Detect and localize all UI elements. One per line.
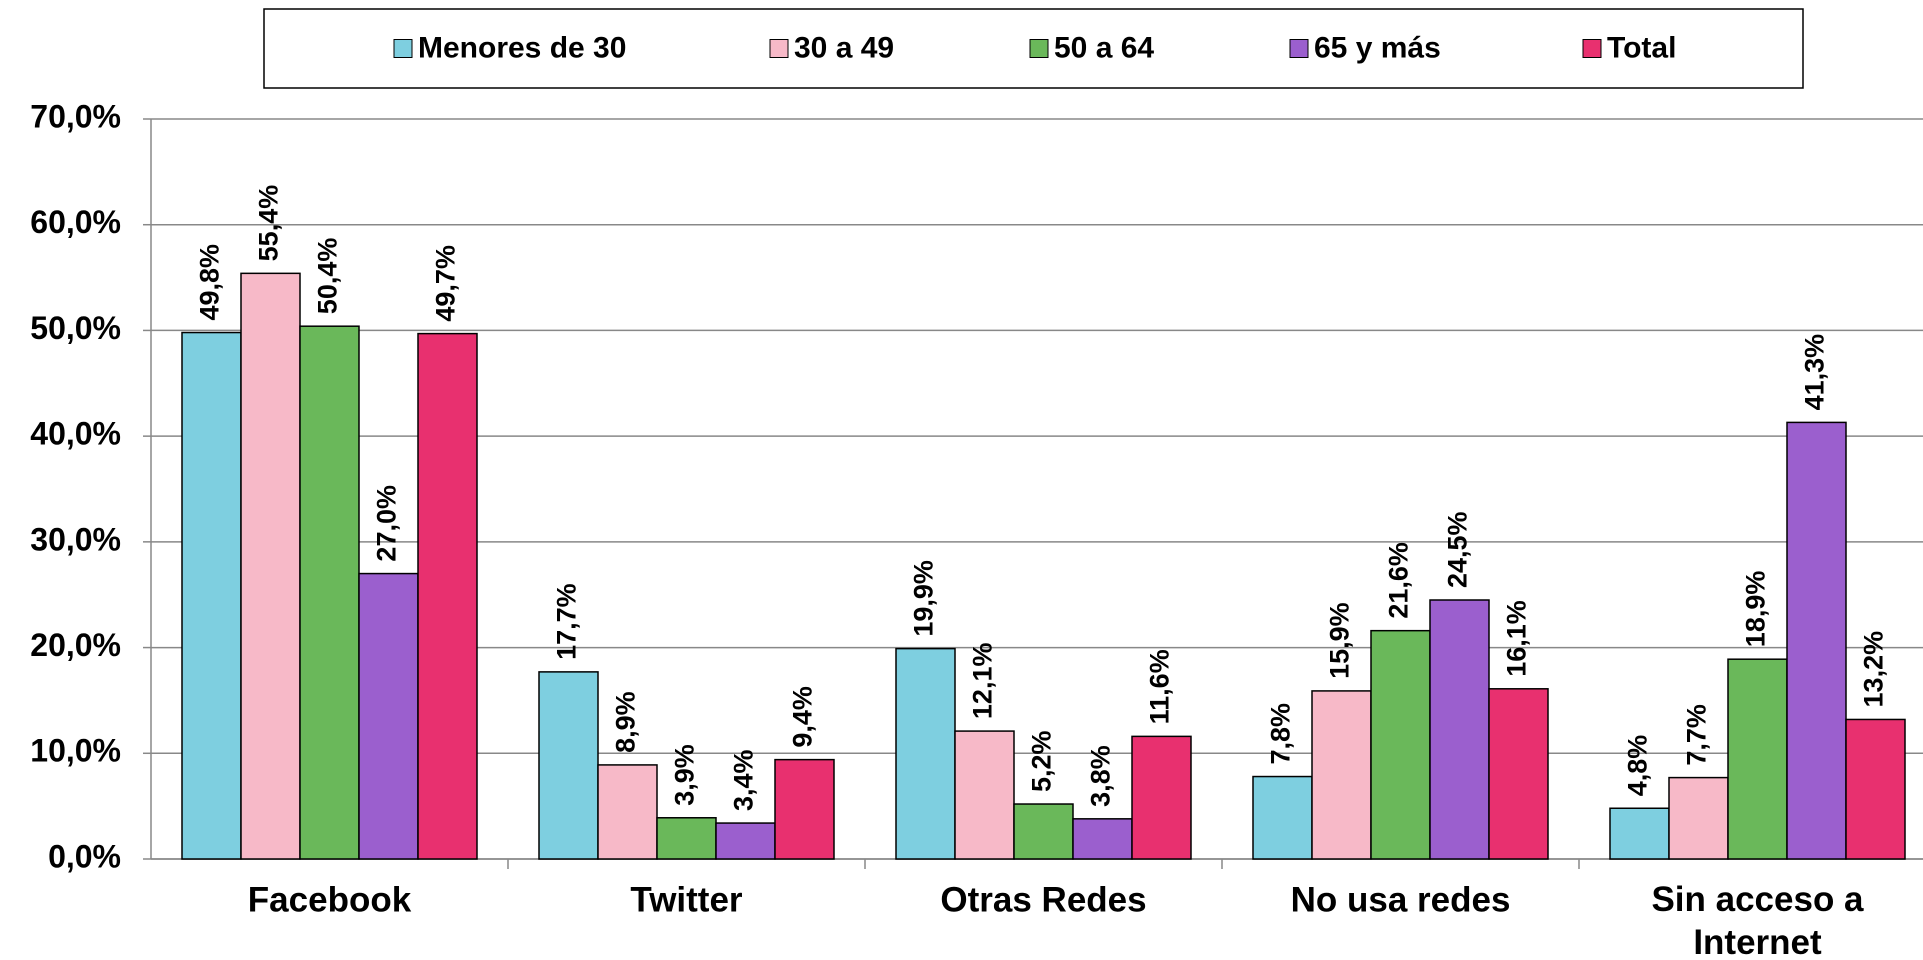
legend-label: Total: [1607, 31, 1676, 64]
bar: [1429, 599, 1490, 860]
data-label: 3,4%: [729, 750, 759, 812]
legend-label: Menores de 30: [418, 31, 626, 64]
x-tick-label: Twitter: [630, 880, 743, 919]
bar: [1072, 818, 1133, 860]
x-tick-label: Otras Redes: [940, 880, 1146, 919]
bar: [1131, 735, 1192, 860]
data-label: 19,9%: [909, 560, 939, 637]
bar: [1845, 718, 1906, 860]
data-label: 11,6%: [1145, 649, 1175, 724]
y-tick-label: 40,0%: [30, 416, 121, 452]
x-tick-label: Sin acceso a Internet: [1651, 880, 1864, 960]
y-tick-label: 70,0%: [30, 98, 121, 134]
y-tick-label: 10,0%: [30, 733, 121, 769]
data-label: 8,9%: [611, 691, 641, 753]
data-label: 17,7%: [552, 583, 582, 660]
y-tick-label: 50,0%: [30, 310, 121, 346]
data-label: 50,4%: [313, 238, 343, 315]
data-label: 27,0%: [372, 485, 402, 562]
legend-label: 65 y más: [1314, 31, 1441, 64]
x-tick-label: No usa redes: [1291, 880, 1511, 919]
bar: [1668, 776, 1729, 860]
bar: [1786, 421, 1847, 860]
data-label: 55,4%: [254, 185, 284, 262]
data-label: 3,9%: [670, 744, 700, 806]
data-label: 24,5%: [1443, 511, 1473, 588]
y-tick-label: 30,0%: [30, 521, 121, 557]
bar: [417, 332, 478, 860]
bar: [358, 572, 419, 860]
data-label: 49,8%: [195, 244, 225, 321]
bar: [774, 758, 835, 860]
bar: [1013, 803, 1074, 860]
data-label: 7,8%: [1266, 703, 1296, 765]
data-label: 9,4%: [788, 686, 818, 748]
bar: [597, 764, 658, 860]
bar: [240, 272, 301, 860]
bar: [1370, 629, 1431, 860]
data-label: 13,2%: [1859, 631, 1889, 708]
legend-swatch: [1029, 39, 1049, 58]
bar: [954, 730, 1015, 860]
y-tick-label: 20,0%: [30, 627, 121, 663]
data-label: 41,3%: [1800, 334, 1830, 411]
legend-label: 30 a 49: [794, 31, 894, 64]
bar: [181, 331, 242, 860]
legend-swatch: [393, 39, 413, 58]
data-label: 18,9%: [1741, 571, 1771, 648]
bar: [299, 325, 360, 860]
bar: [1252, 775, 1313, 860]
data-label: 7,7%: [1682, 704, 1712, 766]
data-label: 12,1%: [968, 643, 998, 720]
legend-swatch: [1582, 39, 1602, 58]
data-label: 49,7%: [431, 245, 461, 322]
data-label: 5,2%: [1027, 730, 1057, 792]
legend-label: 50 a 64: [1054, 31, 1154, 64]
bar: [715, 822, 776, 860]
data-label: 16,1%: [1502, 600, 1532, 677]
bar: [538, 671, 599, 860]
bar: [1311, 690, 1372, 860]
data-label: 4,8%: [1623, 735, 1653, 797]
data-label: 3,8%: [1086, 745, 1116, 807]
bar: [895, 647, 956, 860]
y-tick-label: 0,0%: [48, 838, 121, 874]
bar: [1727, 658, 1788, 860]
legend-swatch: [1289, 39, 1309, 58]
x-tick-label: Facebook: [248, 880, 412, 919]
bar: [1488, 688, 1549, 860]
data-label: 15,9%: [1325, 602, 1355, 679]
bar: [656, 817, 717, 860]
y-tick-label: 60,0%: [30, 204, 121, 240]
legend-swatch: [769, 39, 789, 58]
data-label: 21,6%: [1384, 542, 1414, 619]
bar: [1609, 807, 1670, 860]
